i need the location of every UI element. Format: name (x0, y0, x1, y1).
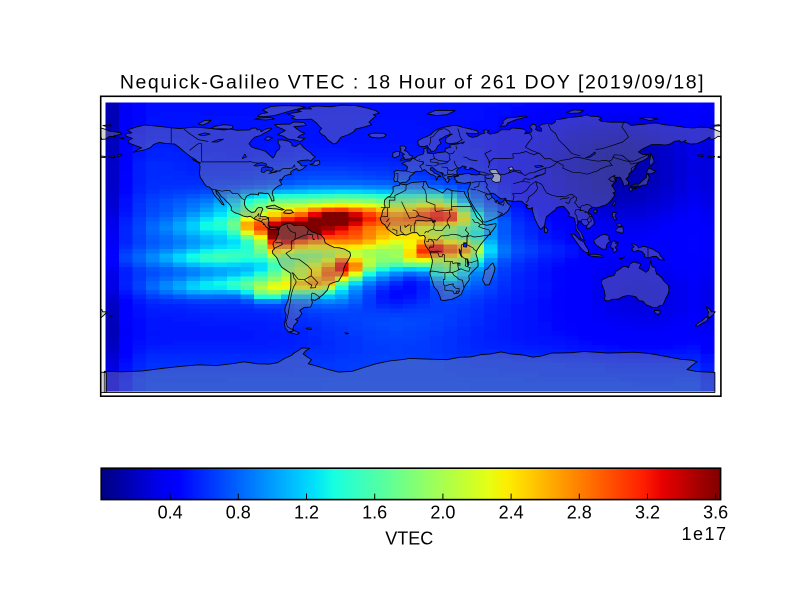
svg-text:1e17: 1e17 (681, 524, 727, 544)
svg-text:2.0: 2.0 (430, 503, 455, 523)
svg-text:0.4: 0.4 (158, 503, 183, 523)
svg-text:3.6: 3.6 (703, 503, 728, 523)
svg-text:1.6: 1.6 (362, 503, 387, 523)
svg-text:Nequick-Galileo VTEC : 18 Hour: Nequick-Galileo VTEC : 18 Hour of 261 DO… (120, 72, 705, 94)
svg-text:1.2: 1.2 (294, 503, 319, 523)
svg-text:VTEC: VTEC (385, 528, 433, 548)
svg-text:0.8: 0.8 (226, 503, 251, 523)
svg-text:2.4: 2.4 (499, 503, 524, 523)
svg-text:3.2: 3.2 (635, 503, 660, 523)
svg-text:2.8: 2.8 (567, 503, 592, 523)
